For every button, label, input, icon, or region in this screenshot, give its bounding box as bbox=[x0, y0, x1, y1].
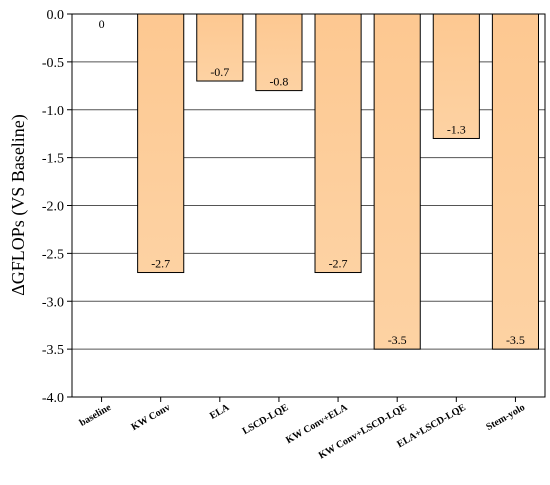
bar bbox=[137, 13, 185, 274]
bar bbox=[491, 13, 539, 350]
data-label: -1.3 bbox=[447, 122, 466, 136]
data-label: 0 bbox=[99, 17, 105, 31]
bar bbox=[373, 13, 421, 350]
x-tick-label: baseline bbox=[78, 402, 114, 429]
bar bbox=[314, 13, 362, 274]
y-tick-label: -0.5 bbox=[42, 56, 64, 71]
y-tick-label: -2.5 bbox=[42, 247, 64, 262]
data-label: -0.8 bbox=[269, 75, 288, 89]
data-label: -0.7 bbox=[210, 65, 229, 79]
y-tick-label: -3.0 bbox=[42, 295, 64, 310]
y-tick-label: -4.0 bbox=[42, 391, 64, 406]
data-label: -3.5 bbox=[506, 333, 525, 347]
bar bbox=[432, 13, 480, 139]
bar bbox=[196, 13, 244, 82]
data-label: -2.7 bbox=[151, 257, 170, 271]
y-tick-label: -3.5 bbox=[42, 343, 64, 358]
y-tick-label: -1.5 bbox=[42, 152, 64, 167]
y-tick-label: -1.0 bbox=[42, 104, 64, 119]
x-tick-label: Stem-yolo bbox=[484, 402, 527, 433]
data-label: -2.7 bbox=[329, 257, 348, 271]
x-tick-label: ELA bbox=[208, 402, 232, 422]
bar bbox=[255, 13, 303, 92]
y-tick-label: -2.0 bbox=[42, 200, 64, 215]
x-tick-label: KW Conv bbox=[130, 402, 173, 433]
x-tick-label: LSCD-LQE bbox=[241, 402, 291, 437]
data-labels: 0 -2.7 -0.7 -0.8 -2.7 -3.5 -1.3 -3.5 bbox=[99, 17, 525, 347]
y-axis-ticks: 0.0 -0.5 -1.0 -1.5 -2.0 -2.5 -3.0 -3.5 -4.0 bbox=[42, 8, 72, 406]
y-axis-title: ΔGFLOPs (VS Baseline) bbox=[8, 114, 29, 296]
data-label: -3.5 bbox=[388, 333, 407, 347]
bars bbox=[137, 13, 539, 350]
y-tick-label: 0.0 bbox=[47, 8, 65, 23]
